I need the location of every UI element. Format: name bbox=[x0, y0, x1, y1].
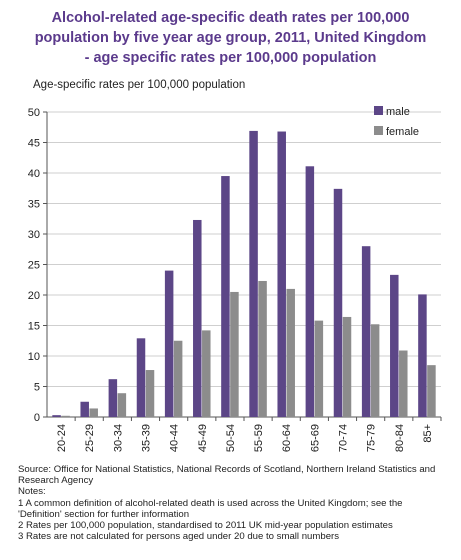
x-tick-label: 20-24 bbox=[56, 424, 68, 452]
notes-heading: Notes: bbox=[18, 486, 46, 498]
y-tick-label: 25 bbox=[28, 260, 40, 272]
x-tick-label: 25-29 bbox=[84, 424, 96, 452]
bar-female-40-44 bbox=[173, 340, 183, 417]
bar-male-20-24 bbox=[52, 415, 61, 417]
x-tick-label: 55-59 bbox=[253, 424, 265, 452]
x-tick-label: 80-84 bbox=[394, 424, 406, 452]
bar-male-75-79 bbox=[361, 246, 371, 417]
bar-male-40-44 bbox=[164, 270, 174, 417]
source-note: Source: Office for National Statistics, … bbox=[18, 464, 436, 487]
bar-male-50-54 bbox=[221, 176, 230, 417]
bar-male-30-34 bbox=[108, 379, 118, 417]
y-tick-label: 5 bbox=[34, 382, 40, 394]
bar-female-25-29 bbox=[89, 408, 98, 417]
bar-female-60-64 bbox=[286, 288, 295, 417]
bar-female-75-79 bbox=[370, 324, 380, 417]
bar-female-65-69 bbox=[314, 320, 324, 417]
legend-swatch-male bbox=[374, 106, 383, 115]
note-item: 'Definition' section for further informa… bbox=[18, 508, 190, 520]
y-tick-label: 40 bbox=[28, 168, 40, 180]
bar-female-35-39 bbox=[145, 370, 155, 417]
chart-title-line-3: - age specific rates per 100,000 populat… bbox=[84, 50, 377, 66]
bar-chart: 0 5 10 15 20 25 30 35 40 45 50 20-24 25-29 30-34 35-39… bbox=[28, 106, 442, 452]
legend-swatch-female bbox=[374, 126, 383, 135]
chart-title-line-2: population by five year age group, 2011,… bbox=[34, 30, 427, 46]
y-tick-label: 30 bbox=[28, 229, 40, 241]
bar-male-85plus bbox=[418, 294, 427, 417]
x-tick-label: 45-49 bbox=[197, 424, 209, 452]
note-item: 1 A common definition of alcohol-related… bbox=[18, 497, 403, 509]
bar-female-30-34 bbox=[117, 393, 127, 417]
bar-male-80-84 bbox=[390, 274, 399, 417]
legend-label-female: female bbox=[386, 126, 419, 138]
bar-female-85plus bbox=[427, 365, 436, 417]
y-tick-label: 35 bbox=[28, 199, 40, 211]
x-tick-label: 35-39 bbox=[141, 424, 153, 452]
x-tick-label: 60-64 bbox=[281, 424, 293, 452]
x-tick-label: 65-69 bbox=[309, 424, 321, 452]
x-tick-label: 30-34 bbox=[112, 424, 124, 452]
note-item: 2 Rates per 100,000 population, standard… bbox=[18, 520, 393, 532]
x-tick-label: 85+ bbox=[422, 424, 434, 443]
bar-female-20-24 bbox=[61, 415, 70, 417]
y-tick-label: 20 bbox=[28, 290, 40, 302]
chart-title: Alcohol-related age-specific death rates… bbox=[0, 8, 461, 68]
chart-title-line-1: Alcohol-related age-specific death rates… bbox=[51, 10, 410, 26]
y-tick-label: 50 bbox=[28, 107, 40, 119]
bar-male-25-29 bbox=[80, 401, 89, 417]
bar-male-70-74 bbox=[333, 188, 343, 417]
x-tick-label: 75-79 bbox=[366, 424, 378, 452]
x-tick-label: 40-44 bbox=[169, 424, 181, 452]
bar-male-55-59 bbox=[249, 130, 258, 417]
notes-block: Source: Office for National Statistics, … bbox=[18, 464, 458, 542]
note-item: 3 Rates are not calculated for persons a… bbox=[18, 531, 340, 543]
bar-male-60-64 bbox=[277, 131, 286, 417]
bar-female-45-49 bbox=[202, 330, 211, 417]
bar-female-55-59 bbox=[258, 280, 267, 417]
y-tick-label: 10 bbox=[28, 351, 40, 363]
bar-female-70-74 bbox=[342, 316, 352, 417]
bar-male-35-39 bbox=[136, 338, 146, 417]
bar-female-80-84 bbox=[399, 350, 408, 417]
y-tick-label: 0 bbox=[34, 412, 40, 424]
bar-male-65-69 bbox=[305, 166, 315, 417]
bar-female-50-54 bbox=[230, 291, 239, 417]
y-tick-label: 15 bbox=[28, 321, 40, 333]
y-tick-label: 45 bbox=[28, 138, 40, 150]
x-tick-label: 70-74 bbox=[338, 424, 350, 452]
bar-male-45-49 bbox=[193, 219, 202, 417]
y-axis-label: Age-specific rates per 100,000 populatio… bbox=[33, 79, 246, 91]
x-tick-label: 50-54 bbox=[225, 424, 237, 452]
legend-label-male: male bbox=[386, 106, 410, 118]
